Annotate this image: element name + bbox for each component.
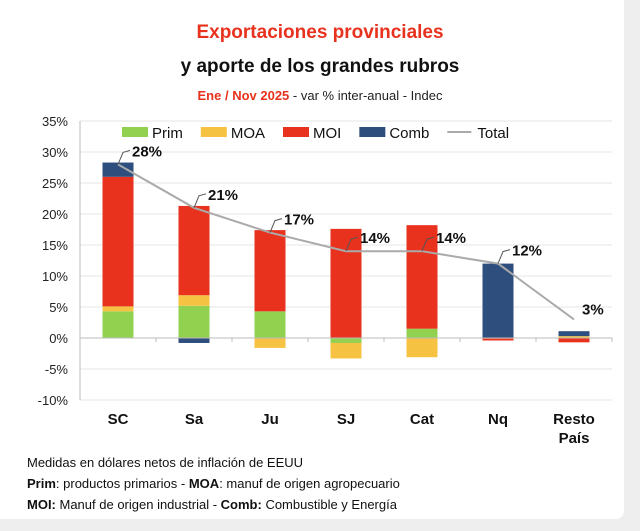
bar-comb xyxy=(558,331,590,337)
label-leader xyxy=(497,249,511,264)
x-tick-label: País xyxy=(559,430,590,447)
bar-prim xyxy=(406,328,438,338)
chart-period: Ene / Nov 2025 - var % inter-anual - Ind… xyxy=(0,88,640,103)
note-moa-key: MOA xyxy=(188,476,220,491)
y-tick-label: -10% xyxy=(38,393,69,408)
bar-moa xyxy=(330,342,362,359)
note-prim-key: Prim xyxy=(27,476,56,491)
label-leader xyxy=(421,236,435,252)
label-leader xyxy=(117,149,131,165)
note-moi-key: MOI: xyxy=(27,497,56,512)
bar-moa xyxy=(558,336,590,338)
x-tick-label: SJ xyxy=(337,411,355,428)
legend-swatch-moa xyxy=(200,127,227,137)
total-data-label: 3% xyxy=(582,301,604,318)
bar-moa xyxy=(178,295,210,306)
label-leader xyxy=(193,193,207,208)
bar-prim xyxy=(178,305,210,338)
chart-title: Exportaciones provinciales xyxy=(196,22,444,43)
y-tick-label: 25% xyxy=(42,176,68,191)
note-comb-text: Combustible y Energía xyxy=(261,497,397,512)
bar-moa xyxy=(254,338,286,348)
x-tick-label: Nq xyxy=(488,411,508,428)
legend-label-total: Total xyxy=(477,125,509,142)
legend-swatch-moi xyxy=(283,127,309,137)
bar-comb xyxy=(178,338,210,343)
bar-moi xyxy=(558,338,590,343)
x-tick-label: Sa xyxy=(185,411,204,428)
bar-prim xyxy=(102,311,134,338)
bar-moi xyxy=(406,225,438,329)
bar-moa xyxy=(406,338,438,358)
note-moi-text: Manuf de origen industrial - xyxy=(55,497,221,512)
bar-prim xyxy=(330,338,362,343)
bar-comb xyxy=(482,263,514,338)
bar-moi xyxy=(102,176,134,307)
y-tick-label: -5% xyxy=(45,362,69,377)
note-prim-text: : productos primarios - xyxy=(55,476,189,491)
chart-subtitle: y aporte de los grandes rubros xyxy=(180,56,460,77)
legend-swatch-comb xyxy=(359,127,386,137)
x-tick-label: SC xyxy=(108,411,129,428)
y-tick-label: 35% xyxy=(42,114,68,129)
bar-moi xyxy=(330,228,362,338)
total-data-label: 28% xyxy=(132,143,162,160)
y-tick-label: 20% xyxy=(42,207,68,222)
y-tick-label: 30% xyxy=(42,145,68,160)
x-tick-label: Resto xyxy=(553,411,595,428)
note-line2: Prim: productos primarios - MOA: manuf d… xyxy=(27,476,400,491)
total-data-label: 21% xyxy=(208,187,238,204)
y-tick-label: 10% xyxy=(42,269,68,284)
period-suffix: - var % inter-anual - Indec xyxy=(289,88,443,103)
bar-comb xyxy=(102,162,134,177)
legend-label-moi: MOI xyxy=(313,125,341,142)
y-tick-label: 5% xyxy=(49,300,68,315)
label-leader xyxy=(345,236,359,252)
label-leader xyxy=(269,218,283,233)
note-line1: Medidas en dólares netos de inflación de… xyxy=(27,455,304,470)
legend-swatch-prim xyxy=(122,127,148,137)
bar-moi xyxy=(178,205,210,296)
bar-moi xyxy=(254,230,286,312)
total-data-label: 14% xyxy=(436,230,466,247)
period: Ene / Nov 2025 xyxy=(197,88,290,103)
total-data-label: 17% xyxy=(284,212,314,229)
total-data-label: 14% xyxy=(360,230,390,247)
note-moa-text: : manuf de origen agropecuario xyxy=(219,476,400,491)
x-tick-label: Ju xyxy=(261,411,279,428)
legend-label-prim: Prim xyxy=(152,125,183,142)
total-data-label: 12% xyxy=(512,243,542,260)
legend-label-comb: Comb xyxy=(389,125,429,142)
y-tick-label: 15% xyxy=(42,238,68,253)
note-comb-key: Comb: xyxy=(220,497,262,512)
note-line3: MOI: Manuf de origen industrial - Comb: … xyxy=(27,497,397,512)
bar-moi xyxy=(482,338,514,341)
bar-prim xyxy=(254,311,286,338)
y-tick-label: 0% xyxy=(49,331,68,346)
x-tick-label: Cat xyxy=(410,411,434,428)
legend-label-moa: MOA xyxy=(231,125,265,142)
bar-moa xyxy=(102,306,134,312)
